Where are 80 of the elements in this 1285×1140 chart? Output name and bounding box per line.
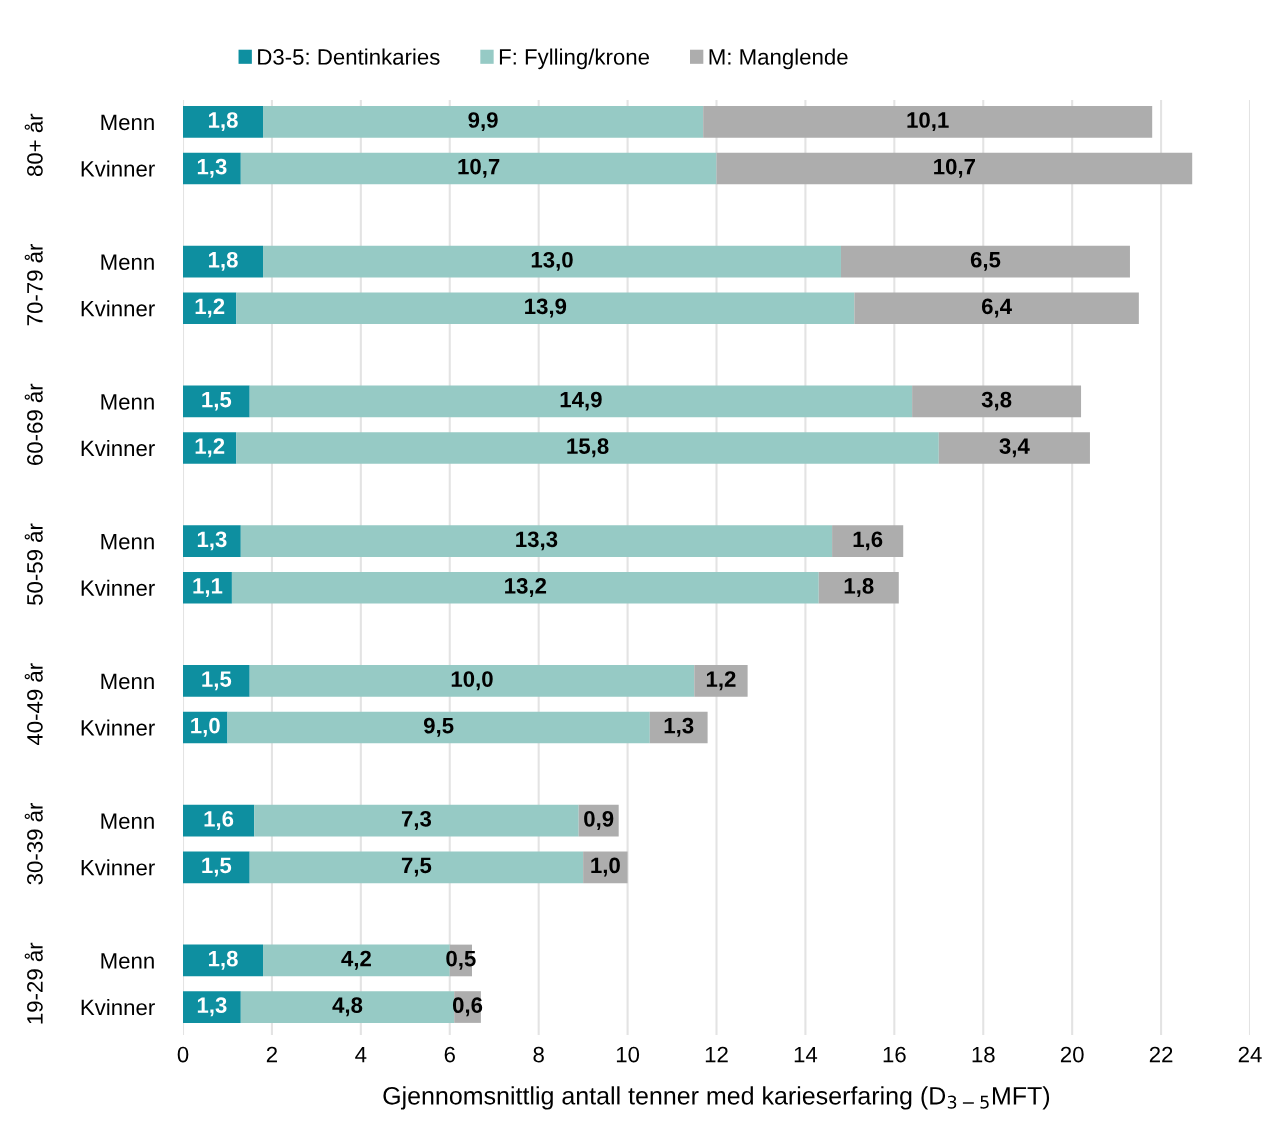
data-label: 1,8 [208, 950, 238, 970]
data-label: 3,8 [981, 391, 1012, 411]
data-label: 0,6 [452, 997, 483, 1017]
y-tick-label: Menn [101, 953, 154, 969]
legend-label: D3-5: Dentinkaries [258, 48, 440, 65]
x-tick-label: 16 [883, 1046, 906, 1063]
data-label: 1,0 [191, 717, 220, 737]
data-label: 7,5 [401, 857, 432, 877]
data-label: 0,5 [446, 950, 476, 970]
data-label: 1,5 [202, 671, 232, 691]
data-label: 10,1 [907, 112, 949, 132]
data-label: 1,6 [853, 531, 883, 551]
text: 40-49 år [24, 663, 43, 746]
data-label: 1,2 [706, 671, 736, 691]
x-tick-label: 10 [616, 1046, 640, 1063]
data-label: 1,5 [202, 857, 232, 877]
y-tick-label: Menn [101, 813, 154, 829]
x-tick-label: 0 [177, 1046, 189, 1063]
data-label: 1,2 [195, 298, 225, 318]
legend-label: M: Manglende [709, 48, 848, 70]
x-tick-label: 22 [1149, 1046, 1173, 1063]
y-tick-label: Menn [101, 394, 154, 410]
data-label: 1,8 [208, 251, 238, 271]
data-label: 7,3 [401, 810, 432, 830]
x-tick-label: 18 [972, 1046, 995, 1063]
y-tick-label: Kvinner [81, 999, 155, 1016]
y-tick-label: Kvinner [81, 160, 155, 177]
data-label: 1,0 [591, 857, 620, 877]
text: 50-59 år [24, 523, 43, 605]
x-axis-title: Gjennomsnittlig antall tenner med karieserfaring (D$_{3−5}$MFT) [383, 1086, 1050, 1110]
data-label: 15,8 [567, 438, 609, 458]
data-label: 1,2 [195, 438, 225, 458]
data-label: 14,9 [560, 391, 602, 411]
text: 19-29 år [24, 942, 43, 1024]
y-tick-label: Kvinner [81, 719, 155, 736]
data-label: 13,9 [525, 298, 567, 318]
data-label: 9,5 [423, 717, 454, 737]
text: 70-79 år [24, 243, 43, 326]
data-label: 1,6 [204, 810, 234, 830]
data-label: 13,3 [516, 531, 558, 551]
data-label: 6,5 [970, 251, 1001, 271]
data-label: 1,8 [208, 112, 238, 132]
x-tick-label: 6 [444, 1046, 455, 1063]
text: 80+ år [24, 113, 43, 177]
x-tick-label: 4 [355, 1046, 367, 1063]
text: 60-69 år [24, 383, 43, 465]
data-label: 4,8 [332, 997, 363, 1017]
y-tick-label: Menn [101, 533, 154, 550]
data-label: 4,2 [341, 950, 371, 970]
text: 30-39 år [24, 802, 43, 885]
y-tick-label: Kvinner [81, 579, 155, 597]
y-tick-label: Menn [101, 673, 154, 690]
data-label: 1,5 [202, 391, 232, 411]
data-label: 1,8 [844, 577, 874, 597]
x-tick-label: 20 [1060, 1046, 1084, 1063]
data-label: 1,3 [197, 531, 227, 551]
data-label: 1,3 [197, 158, 227, 178]
data-label: 0,9 [584, 810, 614, 830]
data-label: 13,2 [505, 577, 547, 597]
x-tick-label: 24 [1238, 1046, 1262, 1063]
data-label: 1,3 [664, 717, 694, 737]
x-tick-label: 12 [705, 1046, 728, 1063]
data-label: 10,7 [458, 158, 500, 178]
data-label: 1,3 [197, 997, 227, 1017]
data-label: 13,0 [531, 251, 573, 271]
data-label: 9,9 [468, 112, 498, 132]
data-label: 3,4 [999, 438, 1030, 458]
y-tick-label: Menn [101, 254, 154, 270]
data-label: 1,1 [193, 578, 223, 597]
data-label: 10,0 [451, 671, 493, 691]
data-label: 6,4 [981, 298, 1012, 318]
legend-label: F: Fylling/krone [499, 48, 650, 70]
y-tick-label: Kvinner [81, 300, 155, 317]
data-label: 10,7 [934, 158, 975, 178]
y-tick-label: Kvinner [81, 859, 155, 876]
y-tick-label: Kvinner [81, 439, 155, 457]
x-tick-label: 2 [266, 1046, 277, 1063]
y-tick-label: Menn [101, 114, 154, 131]
x-tick-label: 14 [794, 1046, 818, 1063]
x-tick-label: 8 [533, 1046, 544, 1063]
